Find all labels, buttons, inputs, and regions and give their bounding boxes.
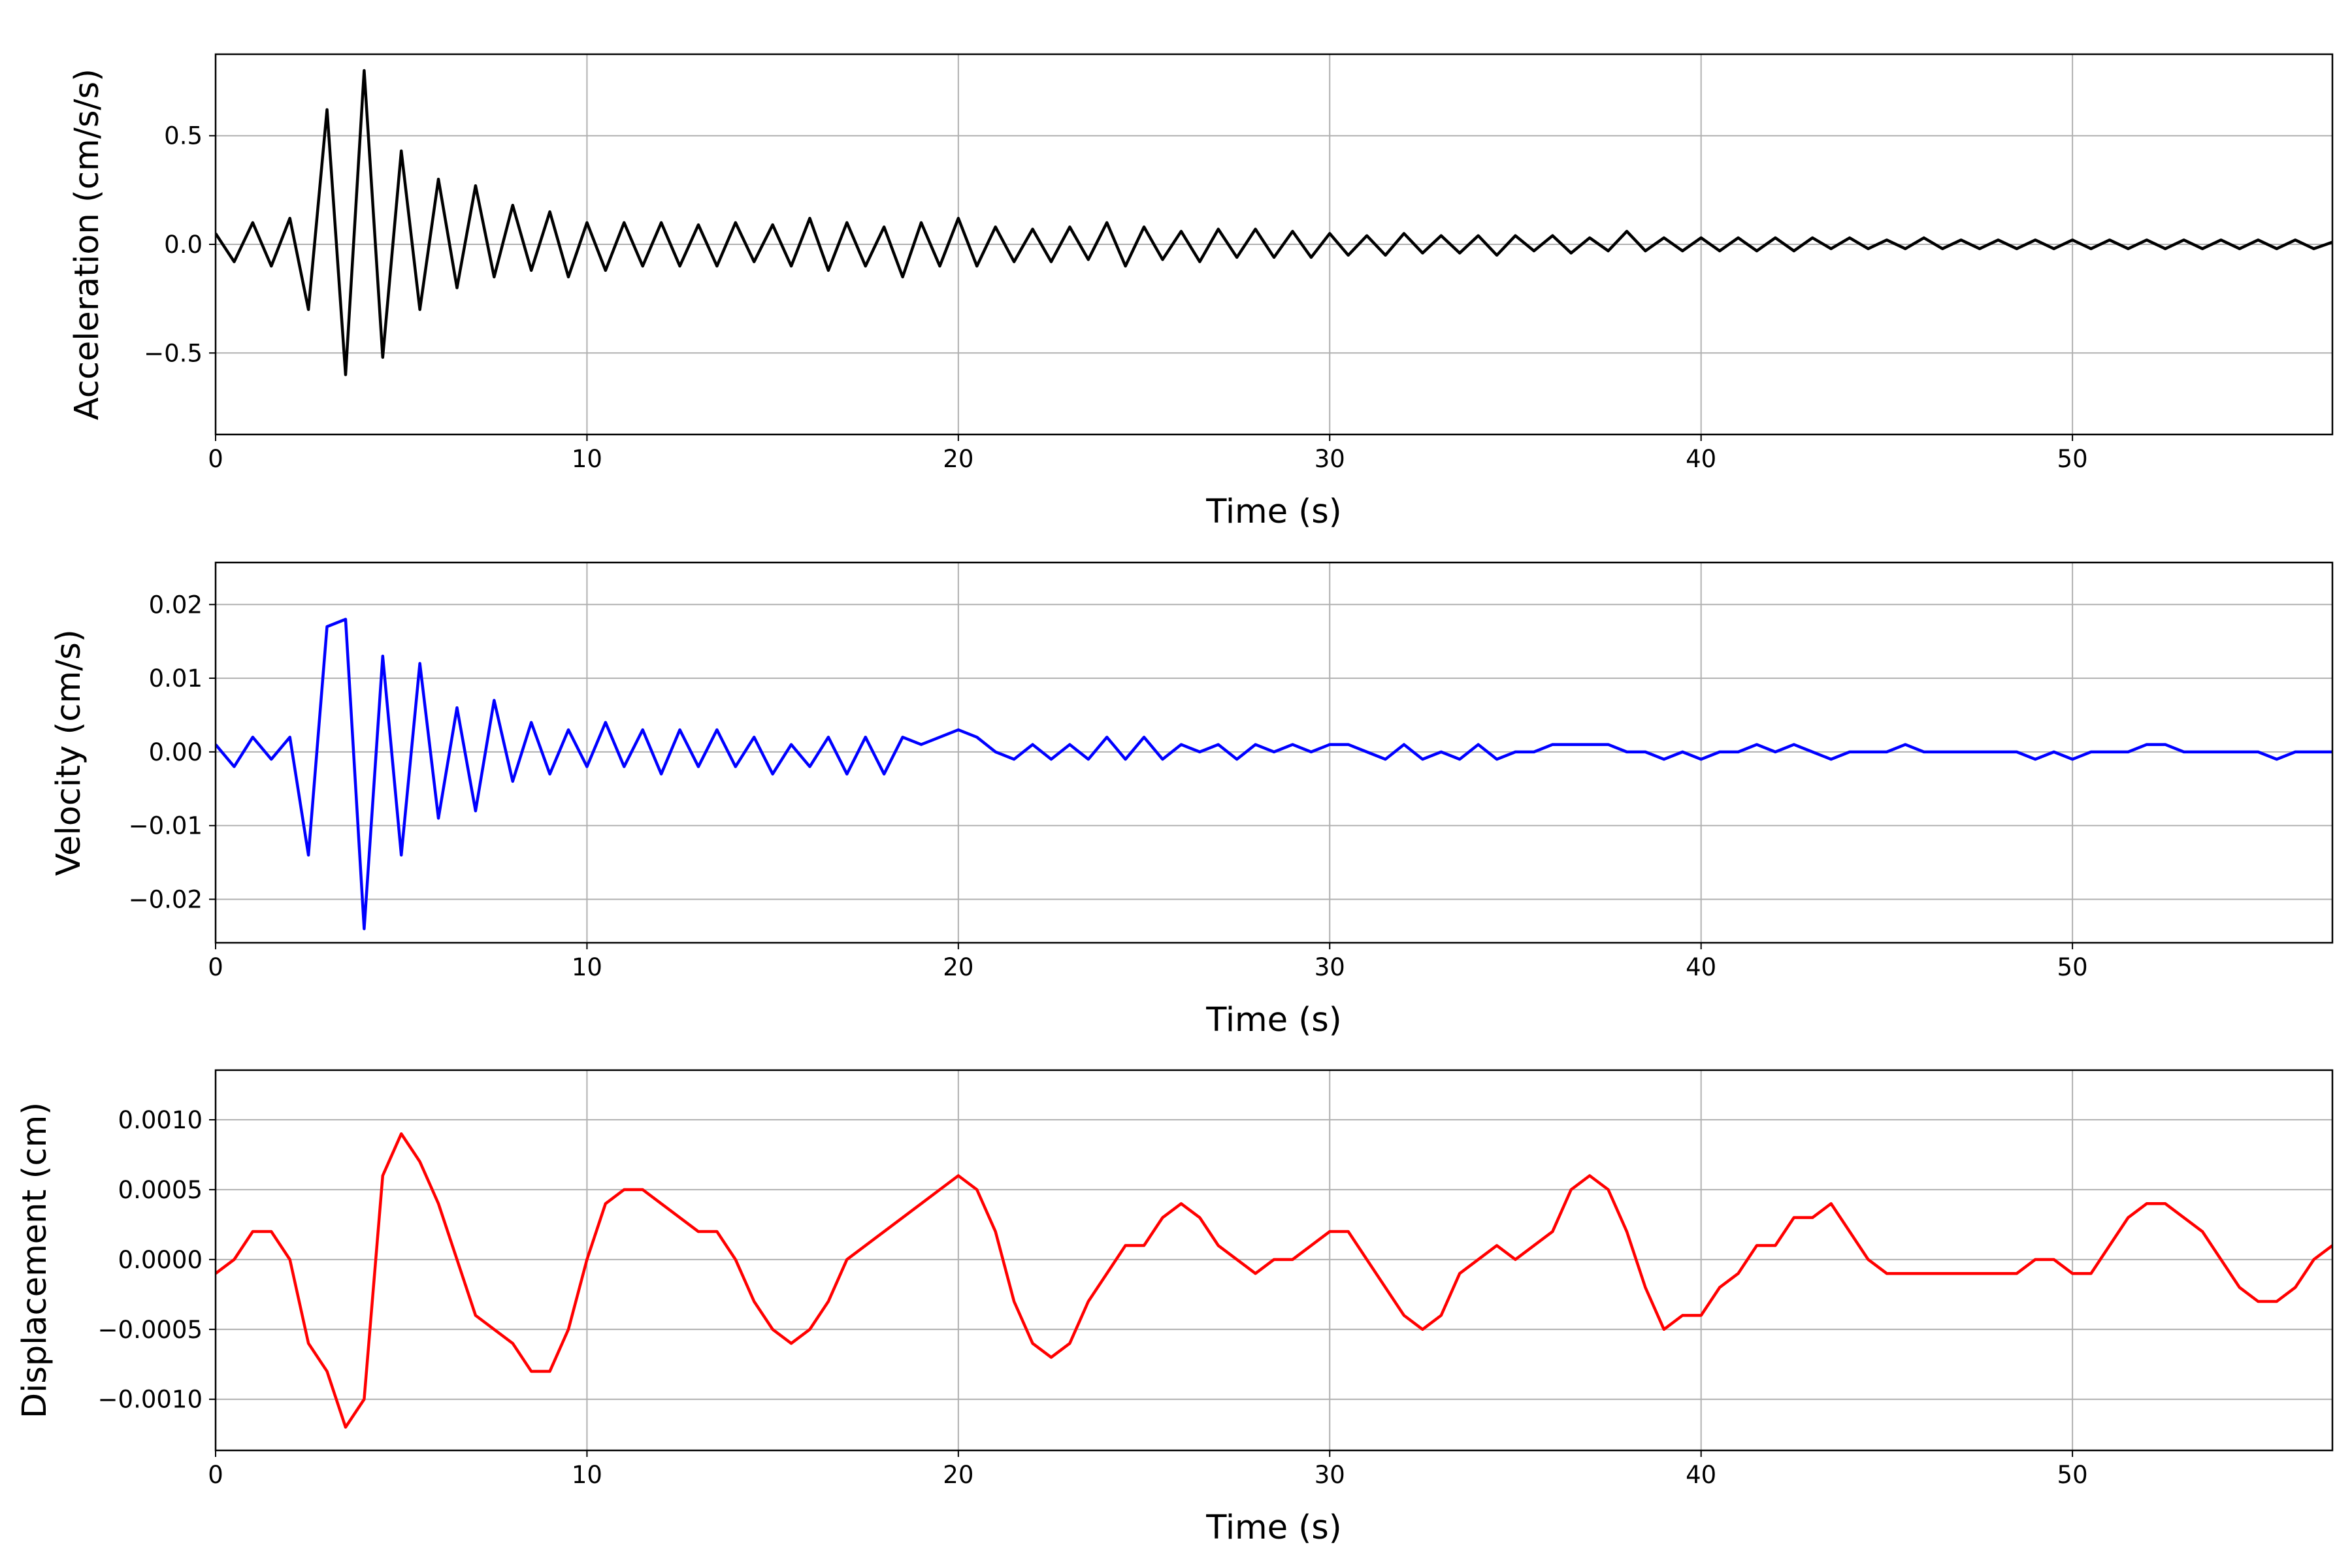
y-axis-label: Velocity (cm/s)	[50, 629, 88, 876]
data-line	[216, 69, 2332, 376]
data-line	[216, 1132, 2332, 1429]
y-tick-label: −0.02	[129, 885, 203, 913]
data-line	[216, 617, 2332, 930]
x-tick-label: 30	[1315, 1461, 1345, 1489]
x-tick-label: 20	[943, 1461, 973, 1489]
plot-frame	[214, 1069, 2334, 1452]
y-tick-label: 0.5	[164, 122, 203, 150]
x-tick-label: 0	[208, 445, 223, 473]
x-tick-label: 0	[208, 953, 223, 981]
x-tick-label: 40	[1686, 1461, 1716, 1489]
x-tick-label: 40	[1686, 445, 1716, 473]
x-tick-label: 30	[1315, 445, 1345, 473]
y-tick-label: 0.0000	[118, 1246, 203, 1274]
y-tick-label: 0.01	[149, 664, 203, 693]
plot-frame	[214, 53, 2334, 436]
x-tick-label: 20	[943, 953, 973, 981]
x-axis-label: Time (s)	[1205, 493, 1341, 531]
x-tick-label: 50	[2057, 445, 2088, 473]
x-tick-label: 50	[2057, 1461, 2088, 1489]
y-tick-label: 0.0	[164, 231, 203, 259]
y-axis-label: Displacement (cm)	[16, 1102, 54, 1418]
x-tick-label: 0	[208, 1461, 223, 1489]
y-tick-label: 0.00	[149, 738, 203, 766]
y-tick-label: −0.01	[129, 812, 203, 840]
x-tick-label: 30	[1315, 953, 1345, 981]
x-tick-label: 50	[2057, 953, 2088, 981]
y-tick-label: −0.5	[144, 339, 203, 367]
x-tick-label: 40	[1686, 953, 1716, 981]
x-tick-label: 20	[943, 445, 973, 473]
y-axis-label: Acceleration (cm/s/s)	[68, 69, 106, 420]
x-tick-label: 10	[572, 1461, 602, 1489]
y-tick-label: 0.02	[149, 591, 203, 619]
x-axis-label: Time (s)	[1205, 1001, 1341, 1039]
y-tick-label: −0.0010	[98, 1386, 203, 1414]
x-axis-label: Time (s)	[1205, 1509, 1341, 1547]
y-tick-label: −0.0005	[98, 1316, 203, 1344]
y-tick-label: 0.0005	[118, 1176, 203, 1204]
x-tick-label: 10	[572, 445, 602, 473]
y-tick-label: 0.0010	[118, 1106, 203, 1134]
x-tick-label: 10	[572, 953, 602, 981]
plot-frame	[214, 561, 2334, 944]
